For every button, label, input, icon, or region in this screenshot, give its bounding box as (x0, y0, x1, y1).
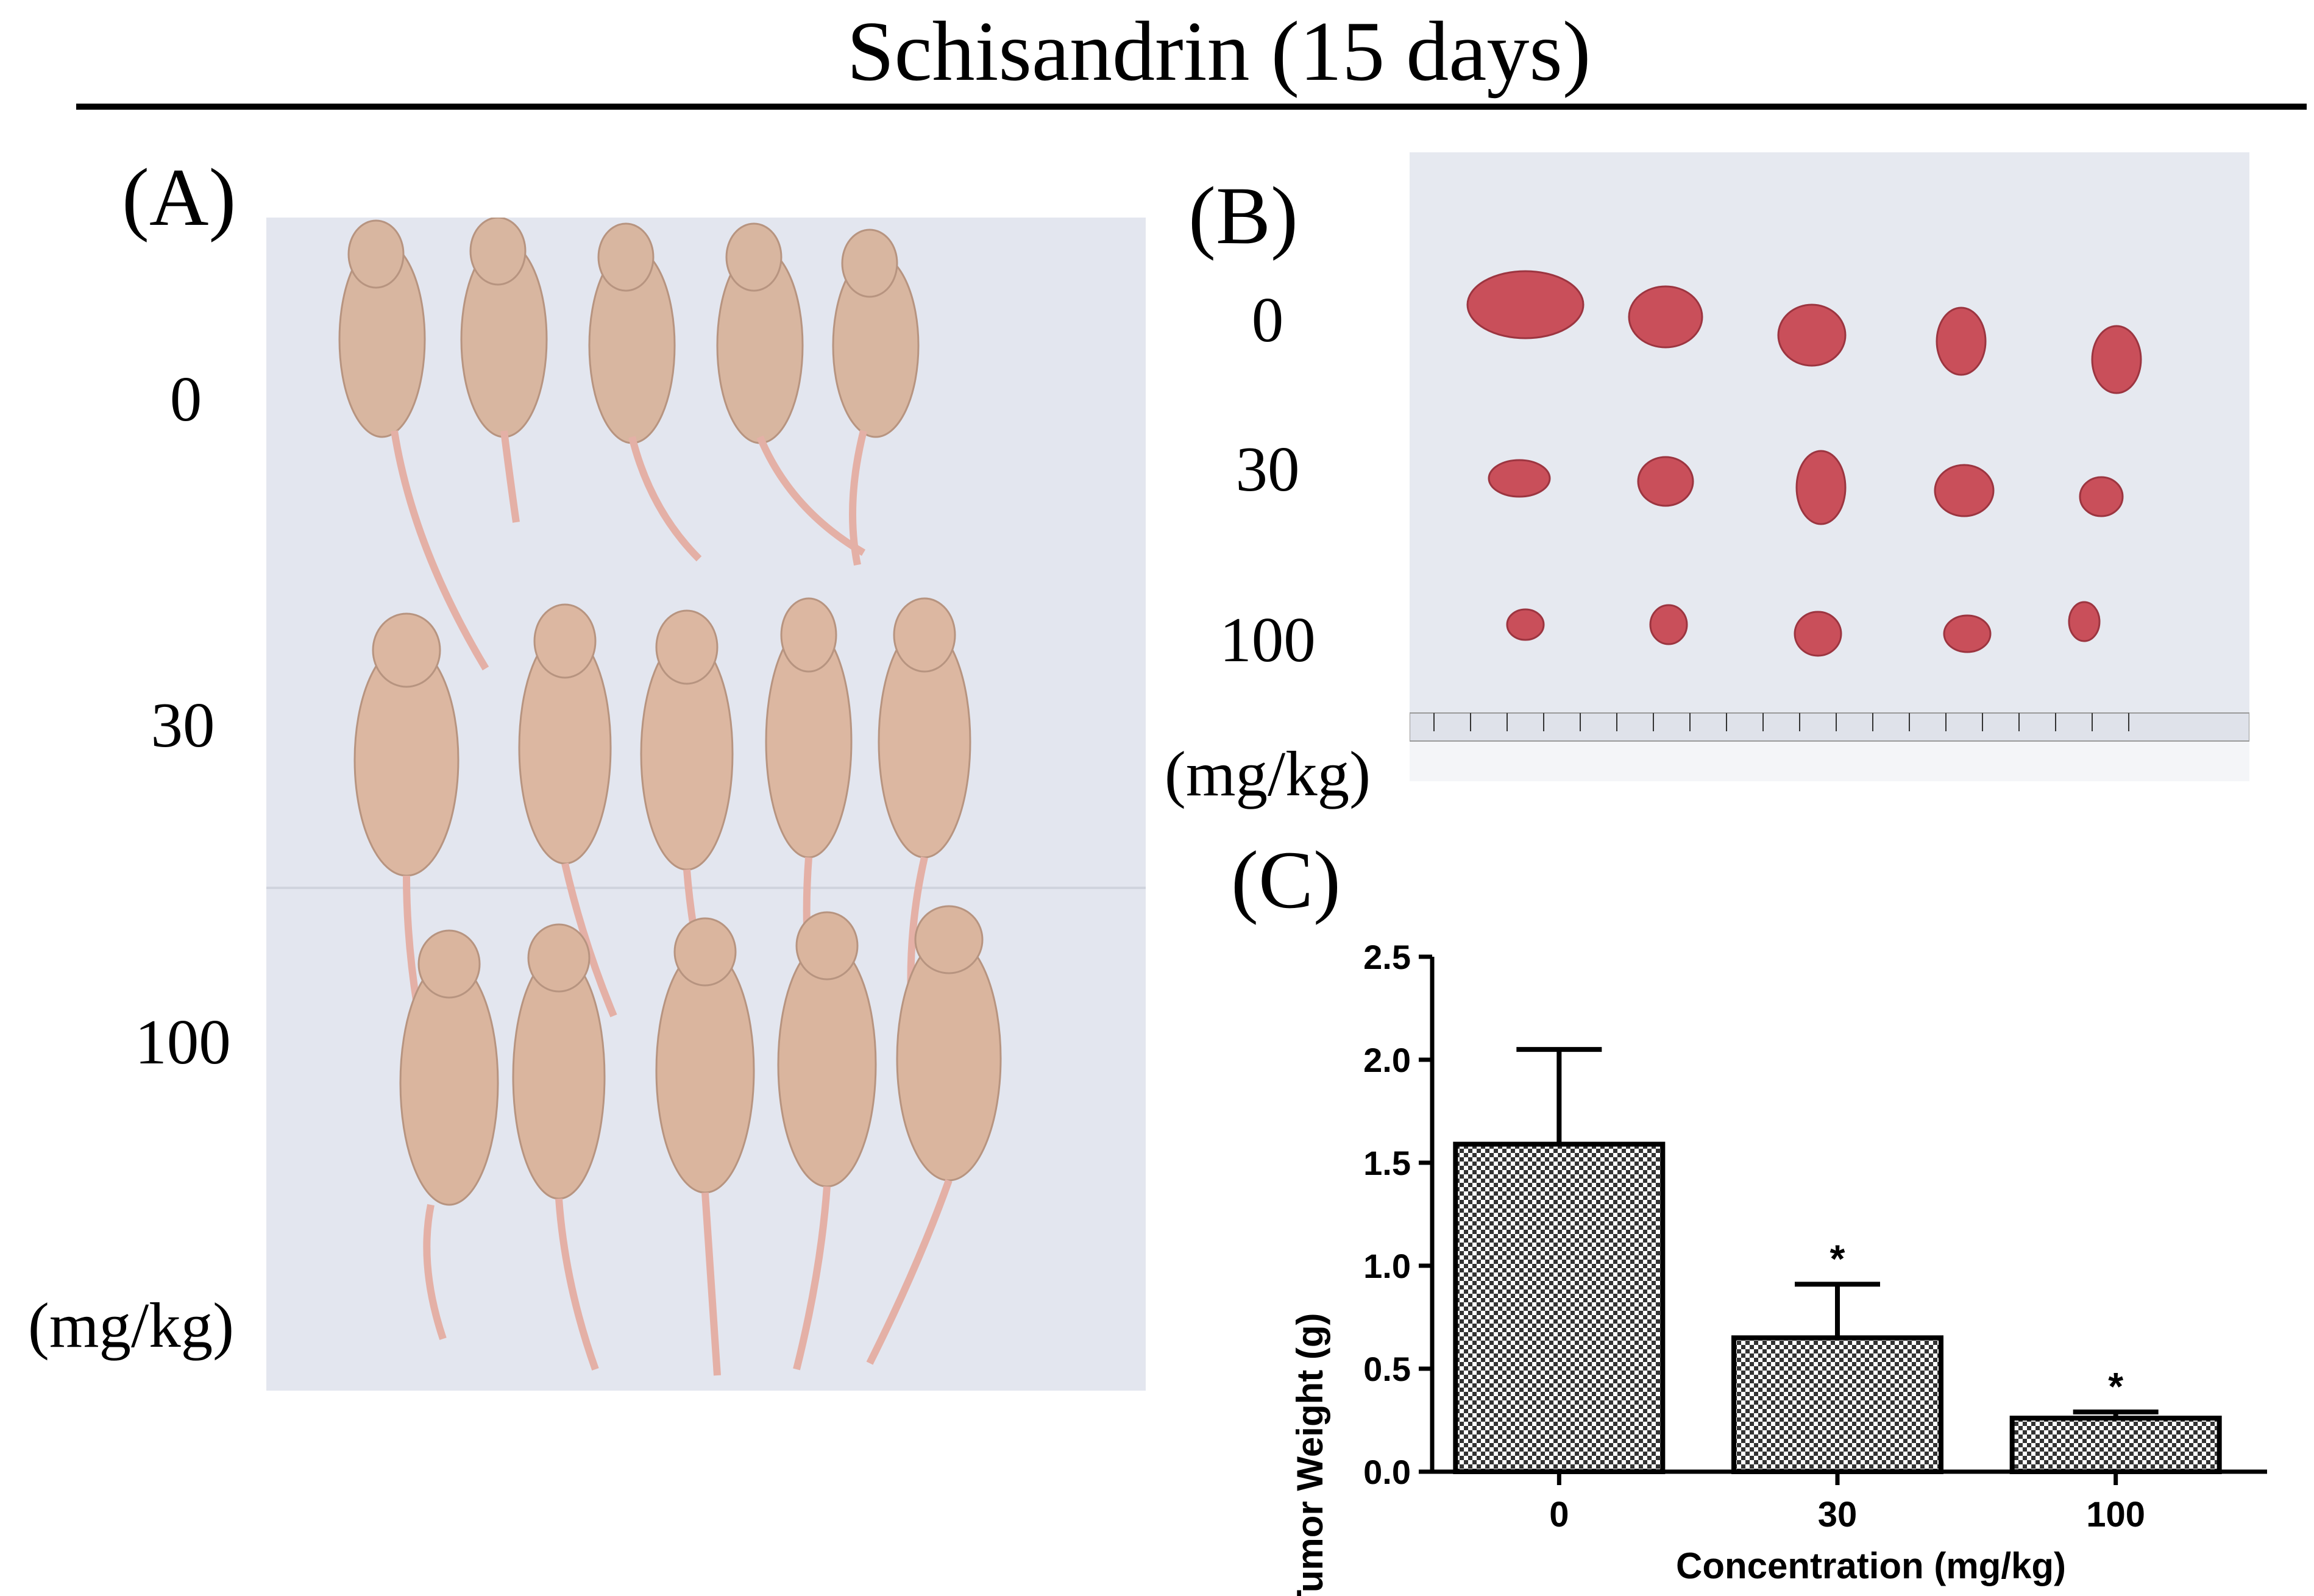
y-tick-label: 1.5 (1363, 1144, 1411, 1182)
figure-title: Schisandrin (15 days) (846, 4, 1591, 99)
panel-b-dose-0: 0 (1251, 284, 1284, 355)
mice-photo-icon (266, 218, 1146, 1391)
significance-marker: * (1830, 1236, 1845, 1280)
x-axis-label: Concentration (mg/kg) (1676, 1545, 2066, 1586)
panel-a-dose-100: 100 (135, 1006, 231, 1077)
bar-0 (1453, 1141, 1666, 1474)
panel-b-label: (B) (1188, 171, 1298, 261)
tumor-weight-chart: 0.0 0.5 1.0 1.5 2.0 2.5 0 30 * 100 * Concentratio… (1290, 938, 2267, 1596)
y-axis-label: Tumor Weight (g) (1290, 1313, 1330, 1596)
mice-photo (266, 218, 1146, 1391)
x-tick-label: 100 (2086, 1495, 2145, 1534)
y-tick-label: 2.0 (1363, 1041, 1411, 1079)
bar-30 (1731, 1335, 1943, 1474)
x-tick-label: 30 (1818, 1495, 1858, 1534)
tumor-photo (1410, 152, 2249, 781)
panel-a-dose-0: 0 (169, 363, 202, 434)
significance-marker: * (2108, 1364, 2123, 1408)
title-divider (76, 104, 2307, 110)
panel-b-unit: (mg/kg) (1164, 738, 1371, 809)
x-tick-label: 0 (1549, 1495, 1569, 1534)
panel-a-label: (A) (122, 152, 236, 243)
y-tick-label: 2.5 (1363, 938, 1411, 976)
panel-a-unit: (mg/kg) (27, 1289, 235, 1361)
tumor-photo-icon (1410, 152, 2249, 781)
y-tick-label: 1.0 (1363, 1247, 1411, 1285)
panel-b-dose-30: 30 (1235, 433, 1300, 505)
y-tick-label: 0.5 (1363, 1350, 1411, 1388)
y-tick-label: 0.0 (1363, 1453, 1411, 1491)
bar-100 (2009, 1416, 2222, 1474)
panel-b-dose-100: 100 (1219, 604, 1316, 675)
panel-a-dose-30: 30 (151, 689, 215, 761)
panel-c-label: (C) (1231, 835, 1341, 926)
